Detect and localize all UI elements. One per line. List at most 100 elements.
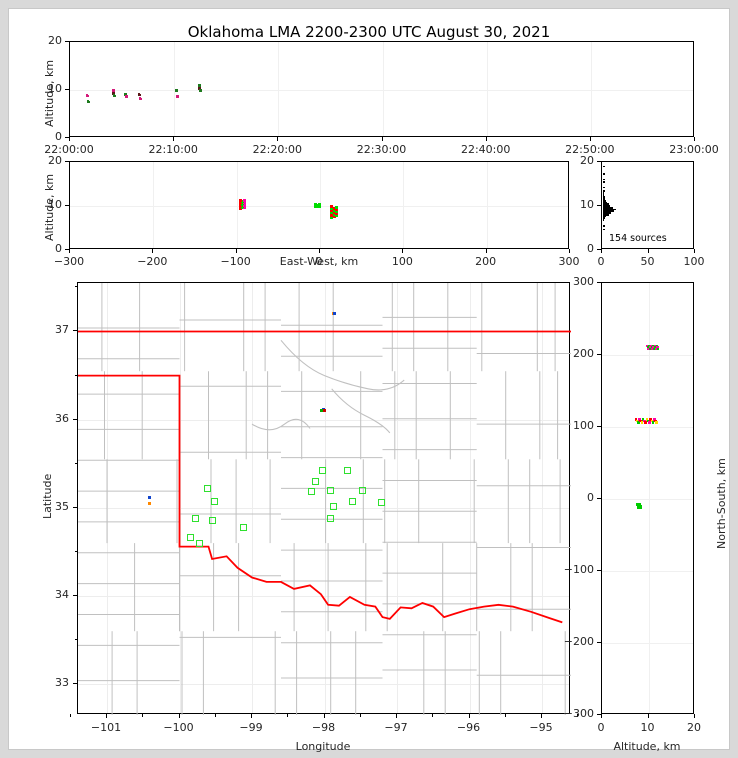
source-point [653,347,656,351]
map-lat-minor-tick [74,550,77,552]
lma-station-marker [318,467,326,475]
source-point [86,100,90,103]
map-lat-tick [73,418,77,420]
gridline-horizontal [78,507,569,509]
source-point [654,347,658,351]
source-point [648,346,652,349]
time-yaxis-tick-label: 0 [55,130,62,143]
map-lon-minor-tick [142,714,144,717]
map-lon-tick-label: −101 [90,721,122,734]
source-point [240,200,244,204]
histogram-bar [603,165,605,167]
hist-yaxis-tick-label: 0 [587,242,594,255]
histogram-bar [603,206,614,209]
source-point [333,312,337,316]
source-point [654,419,657,423]
gridline-vertical [153,162,155,248]
map-lat-tick-label: 34 [55,587,69,601]
lma-station-marker [348,498,356,506]
lma-station-marker [239,523,247,531]
source-point [198,87,201,90]
gridline-horizontal [602,499,693,500]
source-point [643,419,646,423]
ew-axis-tick-label: −100 [220,255,251,268]
time-axis-tick-label: 22:00:00 [44,143,94,156]
time-axis-tick-label: 22:40:00 [460,143,511,156]
histogram-bar [603,212,612,214]
source-point [112,94,116,97]
gridline-vertical [469,283,471,713]
histogram-bar [603,208,617,211]
source-point [334,207,338,211]
source-point [634,418,638,421]
source-point [332,210,336,214]
map-lat-minor-tick [74,639,77,641]
gridline-horizontal [602,643,693,644]
gridline-vertical [382,42,384,136]
map-lon-tick [106,714,107,718]
time-axis-tick [69,137,70,141]
source-point [653,418,656,421]
lma-station-marker [326,514,334,522]
source-point [332,208,336,212]
source-point [651,347,654,351]
ew-axis-tick [319,249,320,253]
map-lat-tick-label: 33 [55,676,69,690]
histogram-bar [603,191,604,193]
source-point [330,215,334,219]
ns-axis-tick [601,714,602,718]
map-lat-tick [73,594,77,596]
ns-xlabel: Altitude, km [613,740,681,753]
time-axis-tick [694,137,695,141]
map-lat-tick [73,330,77,332]
time-axis-tick [173,137,175,141]
gridline-vertical [236,162,238,248]
map-xlabel: Longitude [295,740,351,753]
histogram-bar [603,194,604,197]
map-lat-tick-label: 36 [55,411,69,425]
river-line [280,339,405,391]
time-axis-tick-label: 22:50:00 [565,143,615,156]
map-lat-minor-tick [74,462,77,464]
time-axis-tick [277,137,279,141]
ew-yaxis-tick [65,205,69,206]
gridline-vertical [648,283,650,713]
ns-yaxis-tick-label: 0 [587,491,594,504]
histogram-bar [603,210,615,213]
source-point [240,201,244,205]
source-point [332,212,336,216]
ew-panel-xlabel: East-West, km [279,255,359,268]
time-axis-tick-label: 22:30:00 [356,143,407,156]
state-border-oklahoma [78,374,563,624]
gridline-vertical [278,42,280,136]
hist-axis-tick [601,249,602,253]
ns-yaxis-tick [597,570,601,571]
hist-yaxis-tick-label: 20 [580,154,594,167]
ew-yaxis-tick [65,161,69,162]
ew-axis-tick-label: 300 [558,255,580,268]
ew-axis-tick [485,249,487,253]
lma-station-marker [203,484,211,492]
histogram-bar [603,196,605,199]
histogram-bar [603,203,609,206]
gridline-horizontal [602,355,693,356]
source-point [652,346,655,349]
source-point [646,346,650,349]
lma-station-marker [196,539,204,547]
ew-yaxis-tick-label: 0 [55,242,62,255]
source-point [147,501,151,505]
map-lat-tick-label: 37 [55,323,69,337]
source-point [85,94,89,97]
ns-axis-tick-label: 10 [640,721,655,734]
source-point [656,346,659,349]
gridline-vertical [174,42,176,136]
gridline-horizontal [602,427,693,428]
lma-station-marker [312,477,320,485]
gridline-horizontal [78,419,569,421]
time-yaxis-tick [65,41,69,42]
map-lon-minor-tick [69,714,71,717]
histogram-bar [603,201,607,204]
map-lat-tick [73,506,77,508]
map-lat-minor-tick [74,286,77,288]
histogram-bar [603,228,605,231]
